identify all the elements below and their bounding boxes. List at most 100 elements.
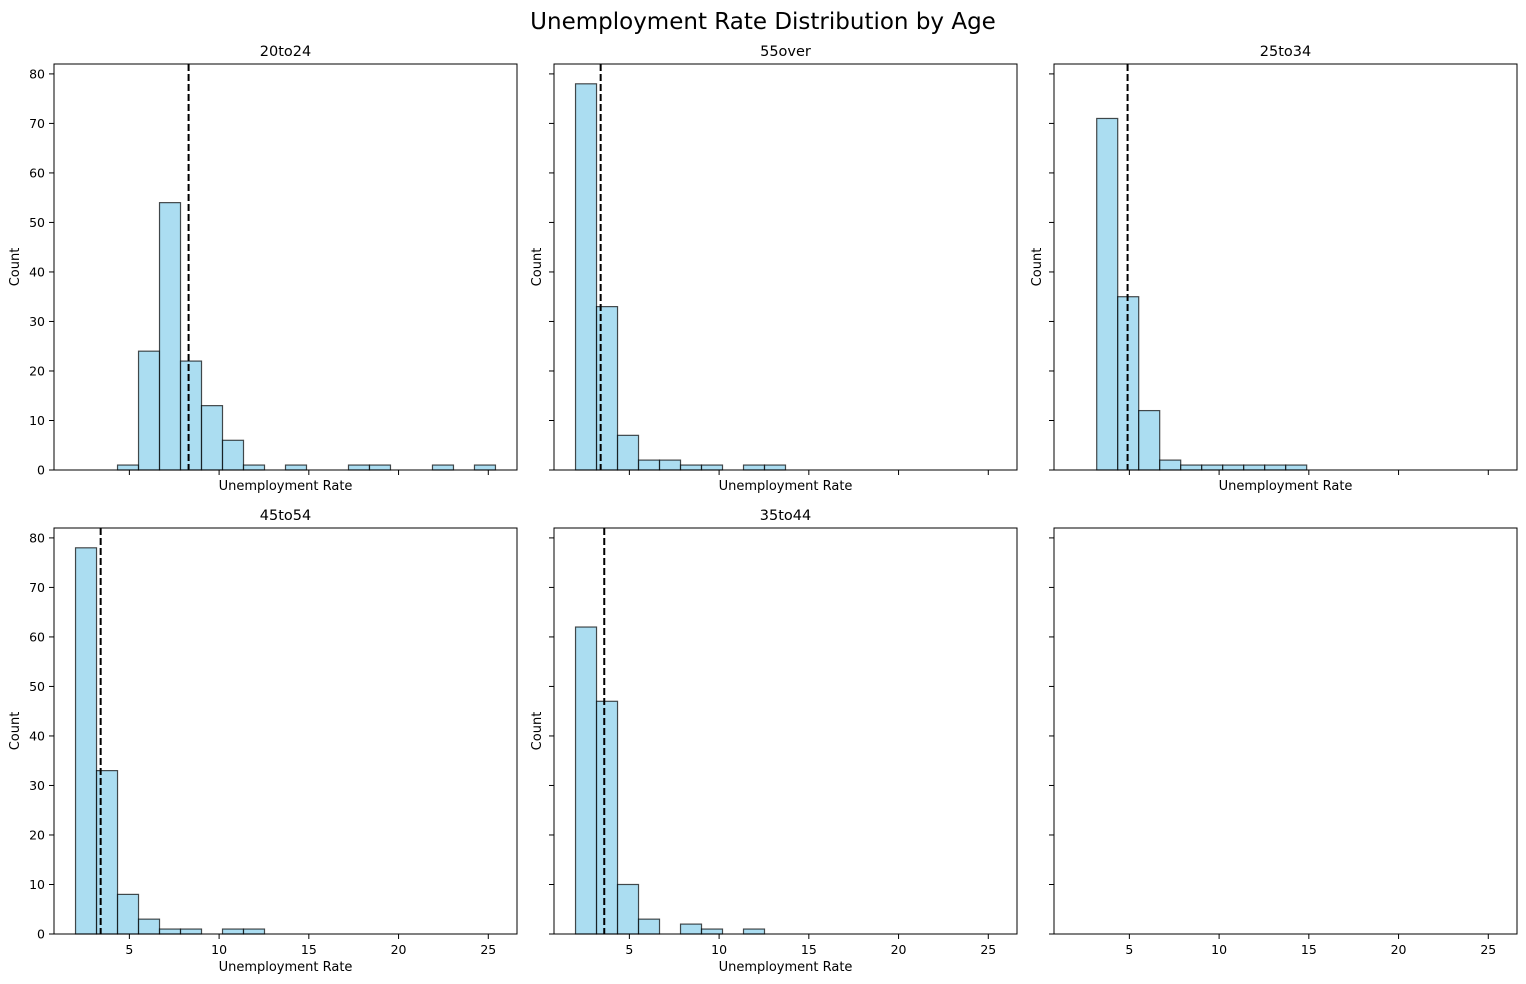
y-tick-label: 10 <box>29 413 45 428</box>
histogram-bar <box>574 83 598 471</box>
y-axis-label: Count <box>1030 248 1045 287</box>
x-tick-label: 25 <box>980 942 996 957</box>
histogram-bar <box>679 464 703 471</box>
x-tick-label: 20 <box>391 942 407 957</box>
histogram-bar <box>284 464 308 471</box>
x-tick-label: 10 <box>1211 942 1227 957</box>
x-tick-label: 25 <box>480 942 496 957</box>
figure-title: Unemployment Rate Distribution by Age <box>530 9 996 35</box>
histogram-bar <box>742 464 766 471</box>
x-tick-label: 15 <box>1301 942 1317 957</box>
histogram-bar <box>679 923 703 935</box>
histogram-bar <box>616 434 640 471</box>
histogram-bar <box>763 464 787 471</box>
y-tick-label: 20 <box>29 827 45 842</box>
histogram-bar <box>637 459 661 471</box>
histogram-bar <box>1243 464 1266 471</box>
histogram-bar <box>368 464 392 471</box>
histogram-bar <box>700 464 724 471</box>
subplot-title: 55over <box>760 44 811 60</box>
axes-frame <box>1053 63 1518 471</box>
x-tick-label: 20 <box>1391 942 1407 957</box>
axes-frame <box>53 527 518 935</box>
histogram-bar <box>1180 464 1203 471</box>
y-axis-label: Count <box>530 712 545 751</box>
subplot-title: 25to34 <box>1260 44 1311 60</box>
y-tick-label: 30 <box>29 314 45 329</box>
axes-frame <box>1053 527 1518 935</box>
subplot-4: 5 10 15 20 25 0 10 20 30 40 50 60 70 80 45to54 Unemploy… <box>8 508 518 975</box>
x-axis-label: Unemployment Rate <box>1219 479 1353 494</box>
x-axis-label: Unemployment Rate <box>219 479 353 494</box>
y-tick-label: 60 <box>29 165 45 180</box>
histogram-bar <box>179 928 203 935</box>
histogram-bar <box>1096 117 1119 471</box>
histogram-bar <box>179 360 203 471</box>
y-tick-label: 0 <box>37 927 45 942</box>
y-tick-label: 30 <box>29 778 45 793</box>
x-tick-label: 10 <box>211 942 227 957</box>
x-tick-label: 5 <box>625 942 633 957</box>
subplot-2: 55over Unemployment Rate Count <box>530 44 1018 494</box>
histogram-bar <box>1138 409 1161 471</box>
x-tick-label: 10 <box>711 942 727 957</box>
histogram-bar <box>595 700 619 935</box>
subplot-title: 20to24 <box>260 44 311 60</box>
subplot-1: 0 10 20 30 40 50 60 70 80 20to24 Unemployment Rate… <box>8 44 518 494</box>
histogram-bar <box>1201 464 1224 471</box>
axes-frame <box>553 527 1018 935</box>
x-tick-label: 5 <box>125 942 133 957</box>
histogram-bar <box>74 547 98 935</box>
x-tick-label: 5 <box>1125 942 1133 957</box>
y-tick-label: 70 <box>29 580 45 595</box>
y-tick-label: 80 <box>29 66 45 81</box>
histogram-bar <box>616 883 640 935</box>
y-tick-label: 50 <box>29 679 45 694</box>
x-tick-label: 15 <box>801 942 817 957</box>
x-axis-label: Unemployment Rate <box>719 479 853 494</box>
histogram-bar <box>742 928 766 935</box>
histogram-bar <box>1264 464 1287 471</box>
y-tick-label: 40 <box>29 264 45 279</box>
y-tick-label: 10 <box>29 877 45 892</box>
histogram-bar <box>221 928 245 935</box>
y-axis-label: Count <box>8 712 23 751</box>
y-axis-label: Count <box>8 248 23 287</box>
subplot-title: 45to54 <box>260 508 311 524</box>
histogram-bar <box>137 350 161 471</box>
x-tick-label: 15 <box>301 942 317 957</box>
histogram-bar <box>116 893 140 935</box>
histogram-bar <box>221 439 245 471</box>
histogram-bar <box>658 459 682 471</box>
subplot-5: 5 10 15 20 25 35to44 Unemployment Rate Count <box>530 508 1018 975</box>
histogram-bar <box>242 928 266 935</box>
subplot-title: 35to44 <box>760 508 811 524</box>
x-axis-label: Unemployment Rate <box>719 960 853 975</box>
x-tick-label: 20 <box>891 942 907 957</box>
histogram-bar <box>1222 464 1245 471</box>
y-tick-label: 0 <box>37 463 45 478</box>
histogram-bar <box>347 464 371 471</box>
y-tick-label: 80 <box>29 530 45 545</box>
y-tick-label: 40 <box>29 728 45 743</box>
y-tick-label: 20 <box>29 363 45 378</box>
histogram-bar <box>1285 464 1308 471</box>
y-tick-label: 70 <box>29 116 45 131</box>
histogram-bar <box>473 464 497 471</box>
y-tick-label: 60 <box>29 629 45 644</box>
subplot-6: 5 10 15 20 25 <box>1049 527 1518 957</box>
x-axis-label: Unemployment Rate <box>219 960 353 975</box>
histogram-bar <box>137 918 161 935</box>
histogram-bar <box>431 464 455 471</box>
histogram-bar <box>637 918 661 935</box>
histogram-bar <box>574 626 598 935</box>
histogram-bar <box>200 405 224 471</box>
histogram-bar <box>158 202 182 471</box>
y-tick-label: 50 <box>29 215 45 230</box>
histogram-bar <box>700 928 724 935</box>
histogram-bar <box>1159 459 1182 471</box>
histogram-bar <box>116 464 140 471</box>
axes-frame <box>553 63 1018 471</box>
